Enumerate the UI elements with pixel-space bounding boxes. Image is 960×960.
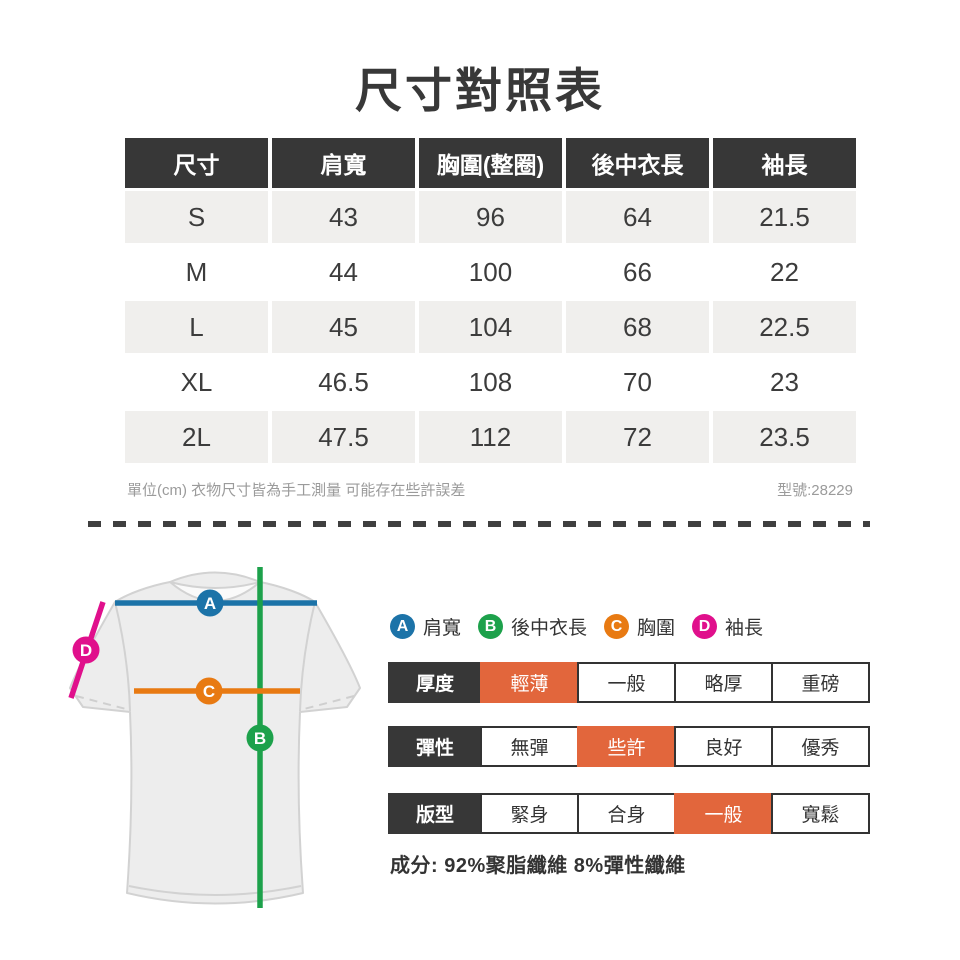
cell-value: 23: [713, 356, 856, 408]
legend-badge-b-icon: B: [478, 614, 504, 639]
attribute-option: 無彈: [480, 726, 579, 767]
cell-value: 112: [419, 411, 562, 463]
cell-size: M: [125, 246, 268, 298]
col-header-length: 後中衣長: [566, 138, 709, 188]
shirt-armhole-left: [114, 601, 131, 712]
legend-badge-d-icon: D: [692, 614, 718, 639]
shirt-hem-stitch: [128, 885, 302, 896]
table-row: M 44 100 66 22: [125, 246, 856, 298]
col-header-chest: 胸圍(整圈): [419, 138, 562, 188]
cell-value: 46.5: [272, 356, 415, 408]
legend-item-shoulder: A 肩寬: [390, 613, 461, 640]
legend-item-chest: C 胸圍: [604, 613, 675, 640]
cell-value: 22.5: [713, 301, 856, 353]
table-notes: 單位(cm) 衣物尺寸皆為手工測量 可能存在些許誤差 型號:28229: [127, 479, 853, 500]
sleeve-hem-dashed-left: [75, 695, 127, 710]
cell-size: 2L: [125, 411, 268, 463]
shirt-measurement-diagram: A B C D: [45, 548, 375, 943]
cell-value: 104: [419, 301, 562, 353]
attribute-option-selected: 一般: [674, 793, 773, 834]
dashed-divider: [88, 521, 870, 527]
table-row: 2L 47.5 112 72 23.5: [125, 411, 856, 463]
legend-badge-a-icon: A: [390, 614, 415, 639]
table-row: XL 46.5 108 70 23: [125, 356, 856, 408]
shirt-outline: [69, 571, 361, 905]
attribute-label: 版型: [388, 793, 482, 834]
page-title: 尺寸對照表: [355, 64, 605, 117]
attribute-label: 彈性: [388, 726, 482, 767]
table-row: S 43 96 64 21.5: [125, 191, 856, 243]
cell-value: 43: [272, 191, 415, 243]
attribute-option: 重磅: [771, 662, 870, 703]
badge-B-letter: B: [254, 729, 266, 748]
cell-value: 23.5: [713, 411, 856, 463]
cell-value: 44: [272, 246, 415, 298]
legend-badge-c-icon: C: [604, 614, 630, 639]
cell-size: S: [125, 191, 268, 243]
attribute-option: 優秀: [771, 726, 870, 767]
attribute-option-selected: 些許: [577, 726, 676, 767]
cell-value: 47.5: [272, 411, 415, 463]
size-table: 尺寸 肩寬 胸圍(整圈) 後中衣長 袖長 S 43 96 64 21.5 M 4…: [121, 135, 860, 466]
attribute-option-selected: 輕薄: [480, 662, 579, 703]
cell-value: 22: [713, 246, 856, 298]
sleeve-hem-dashed-right: [303, 695, 355, 710]
cell-value: 108: [419, 356, 562, 408]
cell-value: 45: [272, 301, 415, 353]
col-header-sleeve: 袖長: [713, 138, 856, 188]
legend-label: 後中衣長: [511, 618, 588, 639]
cell-value: 100: [419, 246, 562, 298]
cell-value: 72: [566, 411, 709, 463]
cell-value: 64: [566, 191, 709, 243]
attribute-row-elasticity: 彈性 無彈 些許 良好 優秀: [388, 726, 870, 767]
unit-note: 單位(cm) 衣物尺寸皆為手工測量 可能存在些許誤差: [127, 482, 466, 499]
badge-C-letter: C: [203, 682, 215, 701]
measurement-legend: A 肩寬 B 後中衣長 C 胸圍 D 袖長: [390, 613, 763, 640]
cell-size: L: [125, 301, 268, 353]
badge-A-circle: [196, 589, 224, 617]
legend-label: 胸圍: [637, 618, 676, 639]
legend-item-sleeve: D 袖長: [692, 613, 763, 640]
attribute-row-thickness: 厚度 輕薄 一般 略厚 重磅: [388, 662, 870, 703]
shirt-illustration: A B C D: [68, 567, 361, 908]
attribute-option: 良好: [674, 726, 773, 767]
cell-value: 70: [566, 356, 709, 408]
size-table-header-row: 尺寸 肩寬 胸圍(整圈) 後中衣長 袖長: [125, 138, 856, 188]
attribute-option: 緊身: [480, 793, 579, 834]
shirt-armhole-right: [299, 601, 316, 712]
attribute-option: 寬鬆: [771, 793, 870, 834]
cell-value: 21.5: [713, 191, 856, 243]
badge-B-circle: [246, 724, 274, 752]
cell-value: 96: [419, 191, 562, 243]
cell-size: XL: [125, 356, 268, 408]
legend-label: 袖長: [725, 618, 764, 639]
attribute-label: 厚度: [388, 662, 482, 703]
badge-D-circle: [72, 636, 100, 664]
col-header-size: 尺寸: [125, 138, 268, 188]
attribute-option: 一般: [577, 662, 676, 703]
badge-D-letter: D: [80, 641, 92, 660]
cell-value: 66: [566, 246, 709, 298]
table-row: L 45 104 68 22.5: [125, 301, 856, 353]
attribute-option: 略厚: [674, 662, 773, 703]
composition-text: 成分: 92%聚脂纖維 8%彈性纖維: [390, 855, 686, 877]
legend-label: 肩寬: [423, 618, 462, 639]
attribute-option: 合身: [577, 793, 676, 834]
attribute-row-fit: 版型 緊身 合身 一般 寬鬆: [388, 793, 870, 834]
model-number: 型號:28229: [777, 482, 853, 499]
badge-A-letter: A: [204, 594, 216, 613]
badge-C-circle: [195, 677, 223, 705]
col-header-shoulder: 肩寬: [272, 138, 415, 188]
legend-item-length: B 後中衣長: [478, 613, 587, 640]
cell-value: 68: [566, 301, 709, 353]
